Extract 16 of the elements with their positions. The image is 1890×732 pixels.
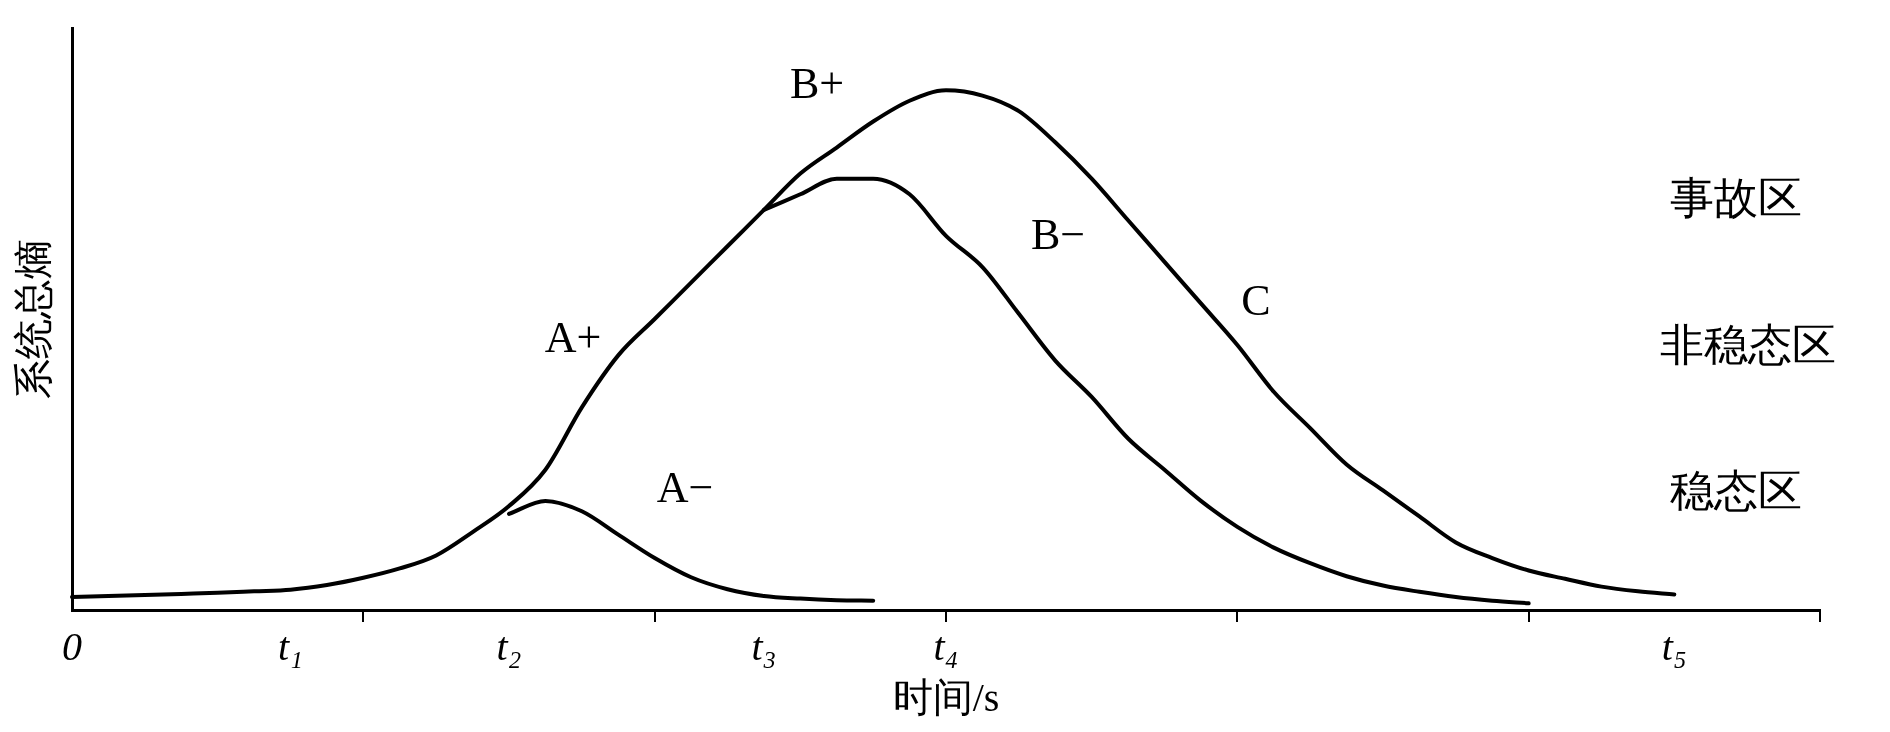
annotation: 非稳态区: [1660, 321, 1836, 370]
x-tick-label: t₅: [1661, 623, 1687, 669]
annotation: B+: [789, 59, 845, 108]
annotation: 稳态区: [1670, 467, 1802, 516]
y-axis-title: 系统总熵: [10, 239, 56, 399]
x-tick-label: t₁: [277, 623, 304, 669]
x-tick-label: t₂: [496, 623, 522, 669]
x-axis-title: 时间/s: [892, 674, 1000, 720]
annotation: C: [1241, 276, 1271, 325]
x-tick-label: t₃: [751, 623, 777, 669]
annotation: 事故区: [1670, 174, 1802, 223]
annotation: A+: [544, 313, 602, 362]
x-tick-label: t₄: [933, 623, 959, 669]
x-tick-label: 0: [62, 623, 82, 669]
annotation: A−: [656, 463, 714, 512]
annotation: B−: [1030, 210, 1086, 259]
